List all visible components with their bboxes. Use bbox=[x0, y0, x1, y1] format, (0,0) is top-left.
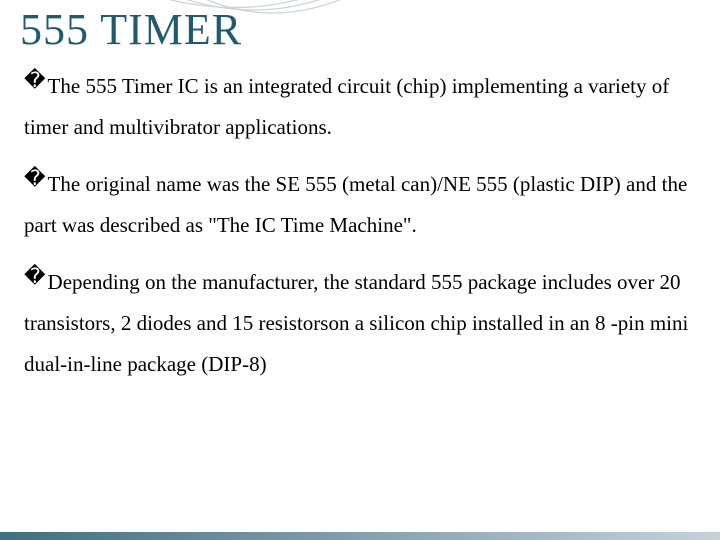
bottom-accent-bar bbox=[0, 532, 720, 540]
bullet-item: �Depending on the manufacturer, the stan… bbox=[24, 262, 690, 385]
bullet-text: Depending on the manufacturer, the stand… bbox=[24, 270, 688, 376]
bullet-marker-icon: � bbox=[24, 266, 46, 287]
bullet-marker-icon: � bbox=[24, 168, 46, 189]
bullet-item: �The original name was the SE 555 (metal… bbox=[24, 164, 690, 246]
bullet-item: �The 555 Timer IC is an integrated circu… bbox=[24, 66, 690, 148]
bullet-text: The 555 Timer IC is an integrated circui… bbox=[24, 74, 669, 139]
slide: 555 TIMER �The 555 Timer IC is an integr… bbox=[0, 0, 720, 540]
slide-title: 555 TIMER bbox=[20, 4, 242, 55]
bullet-marker-icon: � bbox=[24, 70, 46, 91]
slide-body: �The 555 Timer IC is an integrated circu… bbox=[24, 66, 690, 401]
bullet-text: The original name was the SE 555 (metal … bbox=[24, 172, 687, 237]
